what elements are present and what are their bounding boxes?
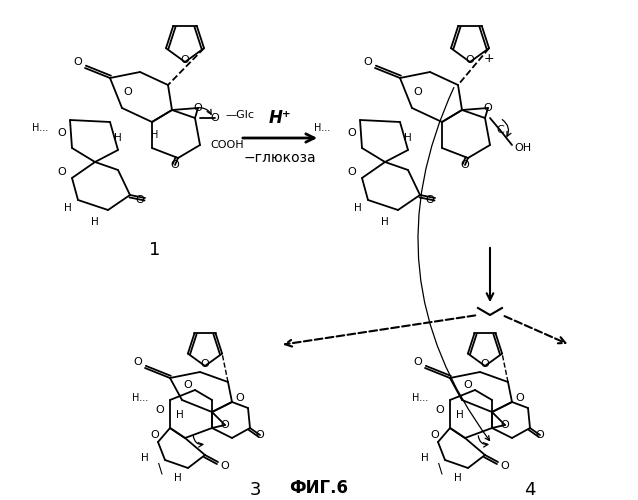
Text: O: O: [501, 461, 509, 471]
Text: O: O: [136, 195, 144, 205]
Text: O: O: [221, 461, 230, 471]
Text: O: O: [211, 113, 219, 123]
Text: O: O: [364, 57, 373, 67]
Text: H: H: [381, 217, 389, 227]
Text: 3: 3: [249, 481, 261, 499]
Text: O: O: [235, 393, 244, 403]
Text: H: H: [174, 473, 182, 483]
Text: O: O: [170, 160, 179, 170]
Text: H: H: [141, 453, 149, 463]
Text: O: O: [348, 167, 357, 177]
Text: O: O: [413, 87, 422, 97]
Text: O: O: [256, 430, 264, 440]
Text: O: O: [57, 167, 66, 177]
Text: H: H: [114, 133, 122, 143]
Text: H...: H...: [314, 123, 330, 133]
Text: H: H: [404, 133, 412, 143]
Text: O: O: [181, 55, 189, 65]
Text: O: O: [426, 195, 434, 205]
Text: H: H: [176, 410, 184, 420]
Text: H...: H...: [32, 123, 48, 133]
Text: \: \: [438, 461, 443, 475]
Text: O: O: [124, 87, 132, 97]
Text: O: O: [133, 357, 142, 367]
Text: O: O: [516, 393, 524, 403]
Text: O: O: [193, 103, 202, 113]
Text: O: O: [151, 430, 160, 440]
Text: H: H: [64, 203, 72, 213]
Text: O: O: [484, 103, 493, 113]
Text: O: O: [348, 128, 357, 138]
Text: \: \: [158, 461, 163, 475]
Text: H: H: [354, 203, 362, 213]
Text: O: O: [464, 380, 472, 390]
Text: OH: OH: [514, 143, 531, 153]
Text: O: O: [480, 359, 489, 369]
Text: O: O: [536, 430, 544, 440]
Text: O: O: [461, 160, 470, 170]
Text: O: O: [466, 55, 475, 65]
Text: O: O: [200, 359, 209, 369]
Text: ФИГ.6: ФИГ.6: [290, 479, 348, 497]
Text: H⁺: H⁺: [269, 109, 292, 127]
Text: 1: 1: [149, 241, 161, 259]
Text: O: O: [57, 128, 66, 138]
Text: —Glc: —Glc: [225, 110, 254, 120]
Text: O: O: [436, 405, 445, 415]
Text: H: H: [456, 410, 464, 420]
Text: H: H: [454, 473, 462, 483]
Text: O: O: [221, 420, 230, 430]
Text: 4: 4: [524, 481, 536, 499]
Text: O: O: [413, 357, 422, 367]
Text: H: H: [91, 217, 99, 227]
Text: −глюкоза: −глюкоза: [244, 151, 316, 165]
Text: C: C: [496, 125, 504, 135]
Text: O: O: [184, 380, 193, 390]
Text: O: O: [431, 430, 440, 440]
Text: H...: H...: [132, 393, 148, 403]
Text: H: H: [151, 130, 159, 140]
Text: O: O: [73, 57, 82, 67]
Text: O: O: [156, 405, 165, 415]
Text: H...: H...: [412, 393, 428, 403]
Text: O: O: [501, 420, 509, 430]
Text: +: +: [484, 52, 494, 64]
Text: COOH: COOH: [210, 140, 244, 150]
Text: H: H: [421, 453, 429, 463]
